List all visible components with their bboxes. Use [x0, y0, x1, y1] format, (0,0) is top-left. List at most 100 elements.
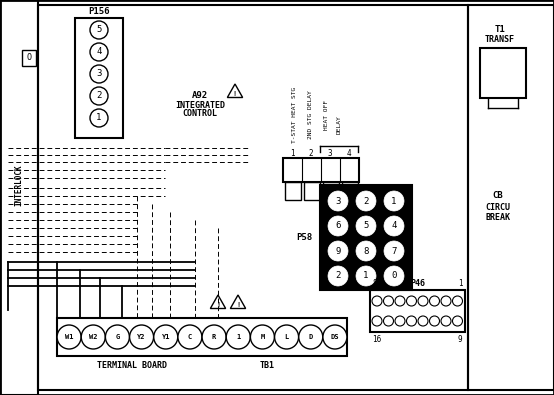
Text: 4: 4: [347, 149, 351, 158]
Text: 0: 0: [391, 271, 397, 280]
Text: P46: P46: [410, 278, 425, 288]
Circle shape: [429, 316, 439, 326]
Circle shape: [356, 241, 376, 261]
Circle shape: [250, 325, 274, 349]
Circle shape: [453, 316, 463, 326]
Text: 1: 1: [458, 278, 462, 288]
Text: 1: 1: [96, 113, 102, 122]
Text: 8: 8: [363, 246, 369, 256]
Text: 5: 5: [96, 26, 102, 34]
Bar: [38, 5, 468, 390]
Text: C: C: [188, 334, 192, 340]
Circle shape: [57, 325, 81, 349]
Text: P156: P156: [88, 8, 110, 17]
Text: 2: 2: [335, 271, 341, 280]
Text: 3: 3: [96, 70, 102, 79]
Circle shape: [453, 296, 463, 306]
Text: !: !: [236, 302, 240, 308]
Bar: [320, 185, 412, 290]
Text: 6: 6: [335, 222, 341, 231]
Text: 2: 2: [96, 92, 102, 100]
Circle shape: [202, 325, 226, 349]
Bar: [57, 318, 347, 356]
Bar: [370, 290, 465, 332]
Circle shape: [383, 316, 393, 326]
Text: L: L: [284, 334, 289, 340]
Text: 8: 8: [373, 278, 377, 288]
Circle shape: [356, 266, 376, 286]
Text: M: M: [260, 334, 265, 340]
Text: 9: 9: [458, 335, 462, 344]
Text: 4: 4: [96, 47, 102, 56]
Text: R: R: [212, 334, 216, 340]
Text: 16: 16: [372, 335, 382, 344]
Bar: [468, 5, 554, 390]
Circle shape: [154, 325, 178, 349]
Text: CB: CB: [493, 190, 504, 199]
Circle shape: [441, 296, 451, 306]
Text: 1: 1: [290, 149, 294, 158]
Text: Y1: Y1: [162, 334, 170, 340]
Text: BREAK: BREAK: [485, 214, 510, 222]
Text: A92: A92: [192, 90, 208, 100]
Text: INTEGRATED: INTEGRATED: [175, 100, 225, 109]
Bar: [75, 18, 123, 138]
Circle shape: [90, 43, 108, 61]
Circle shape: [90, 21, 108, 39]
Circle shape: [384, 216, 404, 236]
Bar: [480, 48, 526, 98]
Circle shape: [328, 216, 348, 236]
Circle shape: [328, 266, 348, 286]
Circle shape: [356, 216, 376, 236]
Circle shape: [418, 316, 428, 326]
Text: DS: DS: [331, 334, 339, 340]
Circle shape: [384, 241, 404, 261]
Text: CONTROL: CONTROL: [182, 109, 218, 118]
Circle shape: [178, 325, 202, 349]
Circle shape: [418, 296, 428, 306]
Text: 7: 7: [391, 246, 397, 256]
Text: !: !: [216, 302, 220, 308]
Bar: [0, 0, 38, 395]
Circle shape: [383, 296, 393, 306]
Text: 3: 3: [327, 149, 332, 158]
Text: 4: 4: [391, 222, 397, 231]
Circle shape: [441, 316, 451, 326]
Text: INTERLOCK: INTERLOCK: [14, 164, 23, 206]
Circle shape: [299, 325, 323, 349]
Text: Y2: Y2: [137, 334, 146, 340]
Text: 3: 3: [335, 196, 341, 205]
Circle shape: [90, 87, 108, 105]
Text: W2: W2: [89, 334, 98, 340]
Text: 1: 1: [391, 196, 397, 205]
Circle shape: [323, 325, 347, 349]
Circle shape: [90, 109, 108, 127]
Circle shape: [275, 325, 299, 349]
Text: HEAT OFF: HEAT OFF: [325, 100, 330, 130]
Bar: [285, 182, 301, 200]
Circle shape: [384, 266, 404, 286]
Circle shape: [372, 296, 382, 306]
Circle shape: [90, 65, 108, 83]
Text: T1: T1: [495, 26, 505, 34]
Circle shape: [356, 191, 376, 211]
Circle shape: [226, 325, 250, 349]
Circle shape: [81, 325, 105, 349]
Text: DELAY: DELAY: [336, 116, 341, 134]
Text: T-STAT HEAT STG: T-STAT HEAT STG: [293, 87, 297, 143]
Circle shape: [395, 316, 405, 326]
Circle shape: [429, 296, 439, 306]
Text: 1: 1: [363, 271, 369, 280]
Bar: [304, 182, 320, 200]
Circle shape: [372, 316, 382, 326]
Circle shape: [328, 241, 348, 261]
Text: TERMINAL BOARD: TERMINAL BOARD: [97, 361, 167, 371]
Circle shape: [130, 325, 153, 349]
Bar: [22, 50, 36, 66]
Text: D: D: [309, 334, 313, 340]
Text: 5: 5: [363, 222, 369, 231]
Text: CIRCU: CIRCU: [485, 203, 510, 211]
Circle shape: [407, 296, 417, 306]
Text: 2: 2: [309, 149, 314, 158]
Text: 2ND STG DELAY: 2ND STG DELAY: [307, 90, 312, 139]
